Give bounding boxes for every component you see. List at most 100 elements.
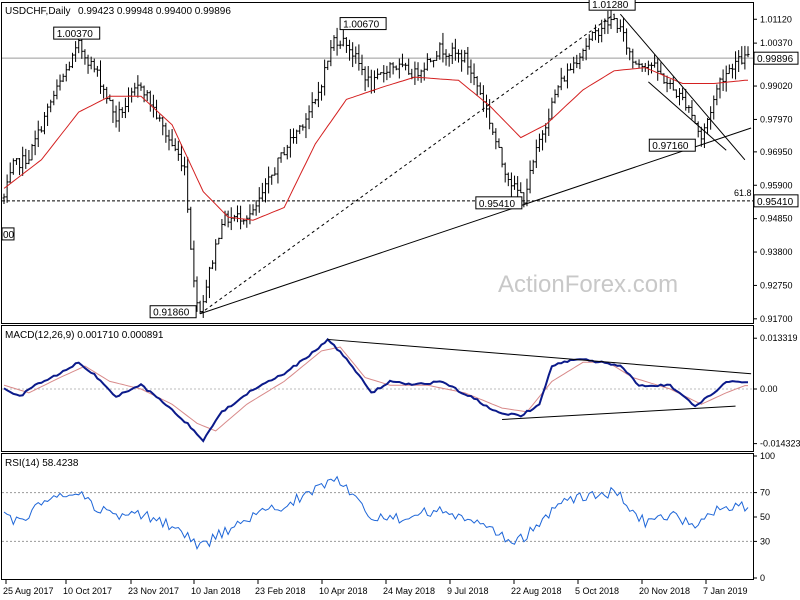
price-y-tick-label: 1.01120 (760, 14, 792, 24)
price-bar (447, 53, 451, 67)
price-bar (509, 172, 513, 197)
price-bar (83, 49, 87, 65)
price-bar (379, 72, 383, 75)
price-bar (687, 105, 691, 113)
key-point-label: 1.00670 (343, 20, 380, 31)
watermark: ActionForex.com (498, 271, 678, 298)
price-bar (637, 59, 641, 69)
price-y-tick-label: 0.93800 (760, 247, 793, 257)
price-trendline (648, 81, 727, 151)
price-bar (712, 95, 716, 120)
x-axis-tick-label: 20 Nov 2018 (639, 586, 690, 596)
x-axis-tick-label: 23 Feb 2018 (255, 586, 306, 596)
price-bar (631, 48, 635, 69)
price-bar (653, 54, 657, 68)
x-axis-tick-label: 10 Oct 2017 (63, 586, 112, 596)
price-bar (646, 60, 650, 76)
price-bar (541, 130, 545, 151)
price-bar (690, 100, 694, 120)
price-bar (746, 46, 750, 58)
price-bar (279, 152, 283, 163)
price-bar (326, 60, 330, 71)
price-bar (8, 162, 12, 183)
price-bar (544, 123, 548, 143)
price-bar (428, 58, 432, 63)
rsi-y-tick-label: 100 (760, 451, 775, 461)
price-bar (176, 140, 180, 161)
price-bar (581, 48, 585, 61)
price-bar (55, 79, 59, 100)
price-bar (425, 53, 429, 71)
price-bar (565, 63, 569, 89)
price-bar (120, 107, 124, 118)
price-bar (282, 147, 286, 156)
price-bar (42, 111, 46, 135)
price-bar (407, 58, 411, 75)
price-bar (338, 40, 342, 49)
left-cut-label: 00 (3, 230, 15, 241)
price-bar (92, 58, 96, 73)
price-bar (348, 39, 352, 61)
price-bar (298, 125, 302, 135)
price-bar (519, 182, 523, 194)
price-bar (117, 101, 121, 132)
key-point-box (475, 196, 523, 210)
price-bar (170, 129, 174, 147)
price-bar (95, 65, 99, 77)
price-bar (270, 174, 274, 185)
price-bar (456, 49, 460, 63)
price-bar (678, 88, 682, 106)
retracement-price-box (753, 194, 799, 208)
x-axis-tick-label: 10 Apr 2018 (319, 586, 368, 596)
macd-y-tick-label: -0.014323 (760, 439, 800, 449)
price-bar (385, 65, 389, 81)
price-trendline (619, 13, 746, 161)
retracement-price-label: 0.95410 (757, 197, 794, 208)
price-bar (229, 207, 233, 231)
current-price-box (753, 51, 799, 65)
rsi-y-tick-label: 50 (760, 512, 770, 522)
key-point-box (149, 305, 197, 319)
axis-layer: 1.01120 1.00370 0.99020 0.97970 0.96950 0.959… (3, 14, 800, 596)
price-bar (724, 65, 728, 92)
price-bar (475, 76, 479, 97)
price-bar (158, 114, 162, 122)
price-bar (388, 62, 392, 78)
price-bar (316, 81, 320, 108)
macd-y-tick-label: 0.00 (760, 384, 778, 394)
price-bar (61, 73, 65, 83)
price-bar (466, 46, 470, 75)
price-bar (67, 61, 71, 71)
price-bar (706, 117, 710, 135)
price-bar (18, 157, 22, 176)
price-bar (450, 42, 454, 65)
price-bar (503, 162, 507, 183)
price-bar (621, 18, 625, 42)
price-bar (33, 130, 37, 156)
price-bar (198, 300, 202, 314)
price-bar (354, 46, 358, 64)
price-bar (24, 148, 28, 169)
price-bar (239, 205, 243, 230)
price-y-tick-label: 0.95900 (760, 180, 793, 190)
price-bar (179, 144, 183, 172)
price-bar (214, 239, 218, 271)
price-bar (500, 146, 504, 168)
price-bar (267, 166, 271, 194)
price-bar (226, 210, 230, 228)
price-y-tick-label: 0.96950 (760, 147, 793, 157)
price-bar (366, 65, 370, 88)
price-bar (288, 128, 292, 158)
retracement-level-label: 61.8 (734, 188, 752, 198)
x-axis-tick-label: 5 Oct 2018 (575, 586, 619, 596)
price-y-tick-label: 0.92750 (760, 280, 793, 290)
price-bar (513, 175, 517, 190)
price-trendline (199, 127, 752, 315)
price-bar (578, 52, 582, 70)
price-bar (99, 60, 103, 94)
rsi-title: RSI(14) 58.4238 (5, 458, 79, 469)
price-bar (615, 18, 619, 33)
price-bar (2, 193, 6, 205)
price-bar (587, 34, 591, 50)
